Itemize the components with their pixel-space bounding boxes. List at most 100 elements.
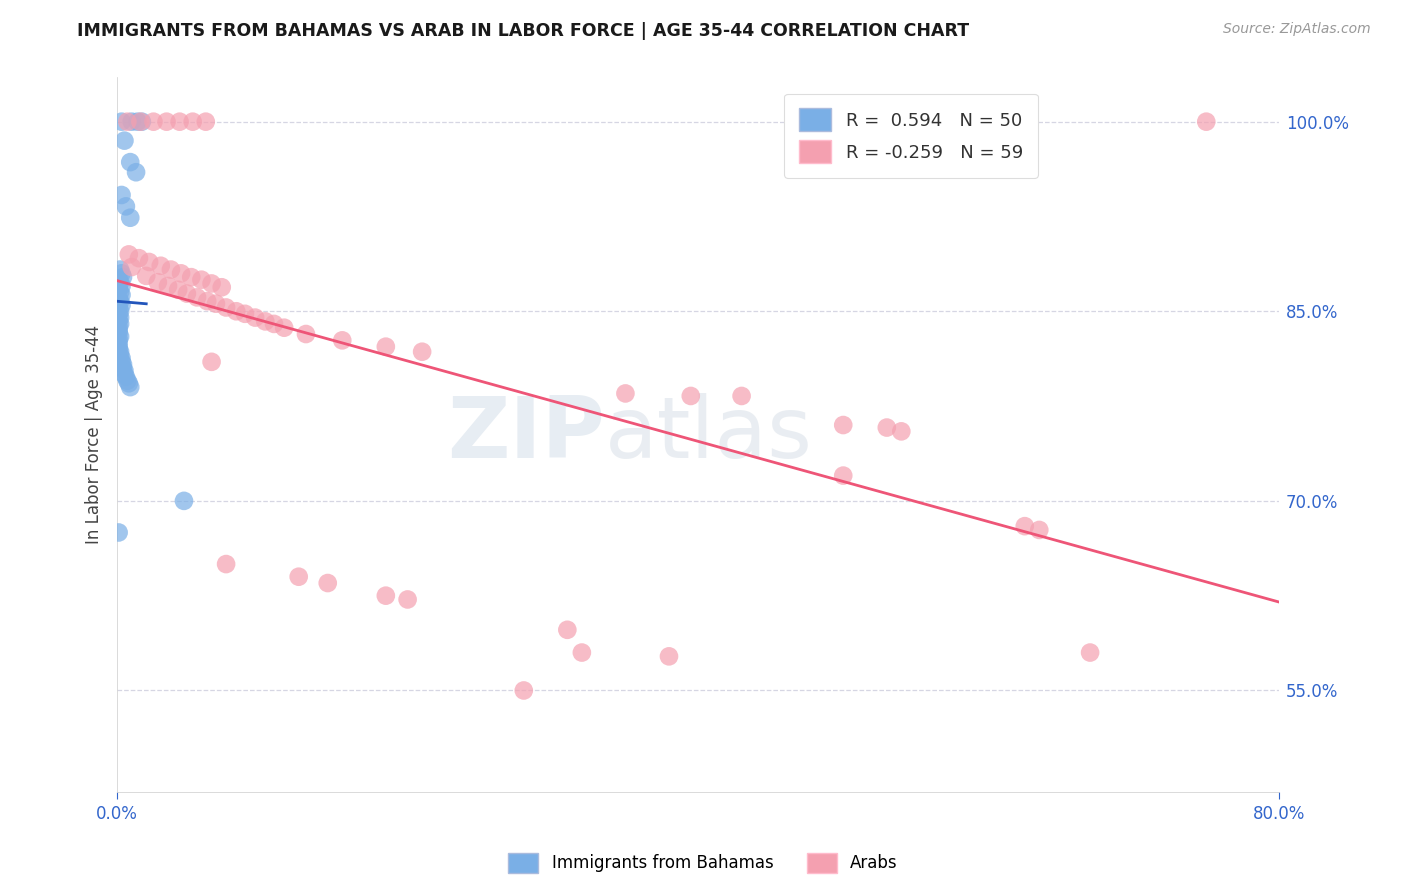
Point xyxy=(108,329,131,343)
Point xyxy=(125,165,148,179)
Point xyxy=(120,211,142,225)
Point xyxy=(107,340,129,354)
Point xyxy=(396,592,419,607)
Point xyxy=(107,273,129,287)
Point xyxy=(173,494,195,508)
Point xyxy=(411,344,433,359)
Text: IMMIGRANTS FROM BAHAMAS VS ARAB IN LABOR FORCE | AGE 35-44 CORRELATION CHART: IMMIGRANTS FROM BAHAMAS VS ARAB IN LABOR… xyxy=(77,22,970,40)
Point xyxy=(135,268,157,283)
Point xyxy=(149,259,172,273)
Point xyxy=(108,344,131,359)
Point xyxy=(1195,114,1218,128)
Point xyxy=(117,374,139,388)
Point xyxy=(107,313,129,327)
Point xyxy=(557,623,579,637)
Point xyxy=(374,589,396,603)
Point xyxy=(287,570,309,584)
Point xyxy=(233,307,256,321)
Point xyxy=(832,417,855,432)
Point xyxy=(127,114,149,128)
Point xyxy=(115,370,138,384)
Point xyxy=(110,114,132,128)
Point xyxy=(890,425,912,439)
Point xyxy=(169,114,191,128)
Point xyxy=(181,114,204,128)
Point xyxy=(110,279,132,293)
Point xyxy=(180,270,202,285)
Point xyxy=(205,296,228,310)
Point xyxy=(108,294,131,309)
Point xyxy=(679,389,702,403)
Point xyxy=(211,280,233,294)
Point xyxy=(111,361,134,376)
Point xyxy=(658,649,681,664)
Point xyxy=(115,199,138,213)
Point xyxy=(195,294,218,309)
Point xyxy=(730,389,752,403)
Point xyxy=(243,310,266,325)
Point xyxy=(513,683,536,698)
Point xyxy=(107,335,129,350)
Text: atlas: atlas xyxy=(605,393,813,476)
Point xyxy=(200,355,222,369)
Point xyxy=(107,342,129,356)
Point xyxy=(118,247,141,261)
Text: Source: ZipAtlas.com: Source: ZipAtlas.com xyxy=(1223,22,1371,37)
Point xyxy=(107,307,129,321)
Point xyxy=(1028,523,1050,537)
Point xyxy=(316,576,339,591)
Point xyxy=(108,310,131,325)
Point xyxy=(1014,519,1036,533)
Point xyxy=(108,317,131,331)
Point xyxy=(225,304,247,318)
Point xyxy=(374,340,396,354)
Point xyxy=(146,275,169,289)
Point xyxy=(215,301,238,315)
Point xyxy=(190,273,212,287)
Point xyxy=(571,646,593,660)
Point xyxy=(110,298,132,312)
Point xyxy=(129,114,152,128)
Point xyxy=(108,275,131,289)
Legend: Immigrants from Bahamas, Arabs: Immigrants from Bahamas, Arabs xyxy=(502,847,904,880)
Point xyxy=(142,114,165,128)
Point xyxy=(108,285,131,300)
Point xyxy=(186,290,208,304)
Point xyxy=(110,288,132,302)
Point xyxy=(170,266,193,280)
Point xyxy=(110,351,132,365)
Point xyxy=(876,420,898,434)
Point xyxy=(614,386,637,401)
Point xyxy=(111,357,134,371)
Point xyxy=(330,334,353,348)
Point xyxy=(107,332,129,346)
Point xyxy=(108,349,131,363)
Point xyxy=(131,114,153,128)
Point xyxy=(176,286,198,301)
Point xyxy=(107,323,129,337)
Point xyxy=(273,320,295,334)
Point xyxy=(138,255,160,269)
Point xyxy=(167,283,190,297)
Text: ZIP: ZIP xyxy=(447,393,605,476)
Y-axis label: In Labor Force | Age 35-44: In Labor Force | Age 35-44 xyxy=(86,325,103,544)
Point xyxy=(160,262,183,277)
Point xyxy=(1078,646,1101,660)
Point xyxy=(254,314,277,328)
Point xyxy=(832,468,855,483)
Point xyxy=(194,114,217,128)
Point xyxy=(120,155,142,169)
Point xyxy=(117,114,139,128)
Point xyxy=(200,277,222,291)
Point xyxy=(107,281,129,295)
Point xyxy=(114,364,136,378)
Point xyxy=(108,304,131,318)
Point xyxy=(108,262,131,277)
Point xyxy=(121,114,143,128)
Point xyxy=(118,376,141,391)
Point xyxy=(111,270,134,285)
Point xyxy=(107,319,129,334)
Point xyxy=(120,380,142,394)
Point xyxy=(107,301,129,315)
Point xyxy=(114,134,136,148)
